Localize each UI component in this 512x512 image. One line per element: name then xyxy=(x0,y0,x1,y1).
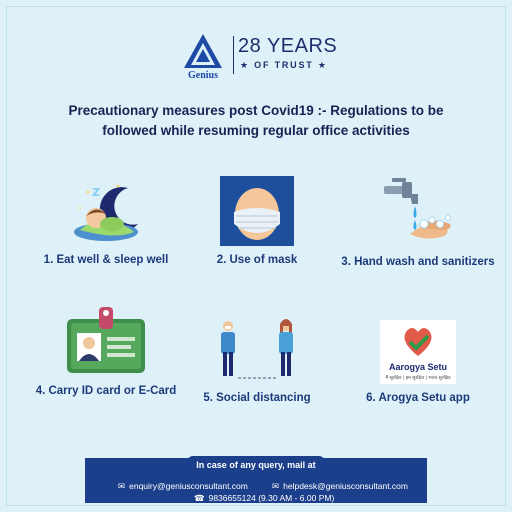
contact-footer xyxy=(85,458,427,503)
sleeping-child-icon: z xyxy=(74,184,138,241)
measure-item-1: z 1. Eat well & sleep well xyxy=(21,178,191,266)
mail-icon: ✉ xyxy=(272,481,280,491)
measure-item-5: 5. Social distancing xyxy=(172,318,342,404)
measure-label-3: 3. Hand wash and sanitizers xyxy=(341,256,495,268)
measure-item-3: 3. Hand wash and sanitizers xyxy=(333,176,503,268)
arogya-setu-icon: Aarogya Setu मैं सुरक्षित | हम सुरक्षित … xyxy=(380,320,456,384)
phone-icon: ☎ xyxy=(194,493,205,503)
page-headline: Precautionary measures post Covid19 :- R… xyxy=(40,101,472,141)
id-card-icon xyxy=(67,307,145,373)
svg-text:z: z xyxy=(92,184,100,200)
headline-line-1: Precautionary measures post Covid19 :- R… xyxy=(68,103,444,118)
social-distancing-icon xyxy=(221,319,293,379)
footer-email-2-text: helpdesk@geniusconsultant.com xyxy=(283,481,408,491)
measure-label-5: 5. Social distancing xyxy=(203,392,311,404)
measure-item-4: 4. Carry ID card or E-Card xyxy=(21,305,191,397)
measure-label-2: 2. Use of mask xyxy=(216,254,298,266)
footer-phone[interactable]: ☎ 9836655124 (9.30 AM - 6.00 PM) xyxy=(194,493,334,504)
genius-triangle-icon xyxy=(184,34,222,68)
measure-label-6: 6. Arogya Setu app xyxy=(366,392,470,404)
logo-divider xyxy=(233,36,234,74)
measure-item-6: Aarogya Setu मैं सुरक्षित | हम सुरक्षित … xyxy=(333,320,503,404)
footer-title: In case of any query, mail at xyxy=(196,460,316,470)
arogya-app-name: Aarogya Setu xyxy=(389,362,447,372)
mail-icon: ✉ xyxy=(118,481,126,491)
arogya-tagline: मैं सुरक्षित | हम सुरक्षित | भारत सुरक्ष… xyxy=(385,374,451,381)
genius-logo: Genius 28 YEARS ★ OF TRUST ★ xyxy=(178,32,338,82)
footer-email-2[interactable]: ✉ helpdesk@geniusconsultant.com xyxy=(272,481,408,492)
measure-label-1: 1. Eat well & sleep well xyxy=(43,254,169,266)
measure-label-4: 4. Carry ID card or E-Card xyxy=(35,385,177,397)
headline-line-2: followed while resuming regular office a… xyxy=(102,123,410,138)
footer-email-1[interactable]: ✉ enquiry@geniusconsultant.com xyxy=(118,481,248,492)
logo-years: 28 YEARS xyxy=(238,35,338,57)
measure-item-2: 2. Use of mask xyxy=(172,176,342,266)
footer-email-1-text: enquiry@geniusconsultant.com xyxy=(129,481,248,491)
hand-wash-icon xyxy=(384,178,451,239)
masked-face-icon xyxy=(220,176,294,246)
logo-brand-name: Genius xyxy=(187,70,218,81)
footer-phone-text: 9836655124 (9.30 AM - 6.00 PM) xyxy=(208,493,335,503)
page-frame xyxy=(6,6,506,506)
logo-trust: ★ OF TRUST ★ xyxy=(240,60,328,70)
